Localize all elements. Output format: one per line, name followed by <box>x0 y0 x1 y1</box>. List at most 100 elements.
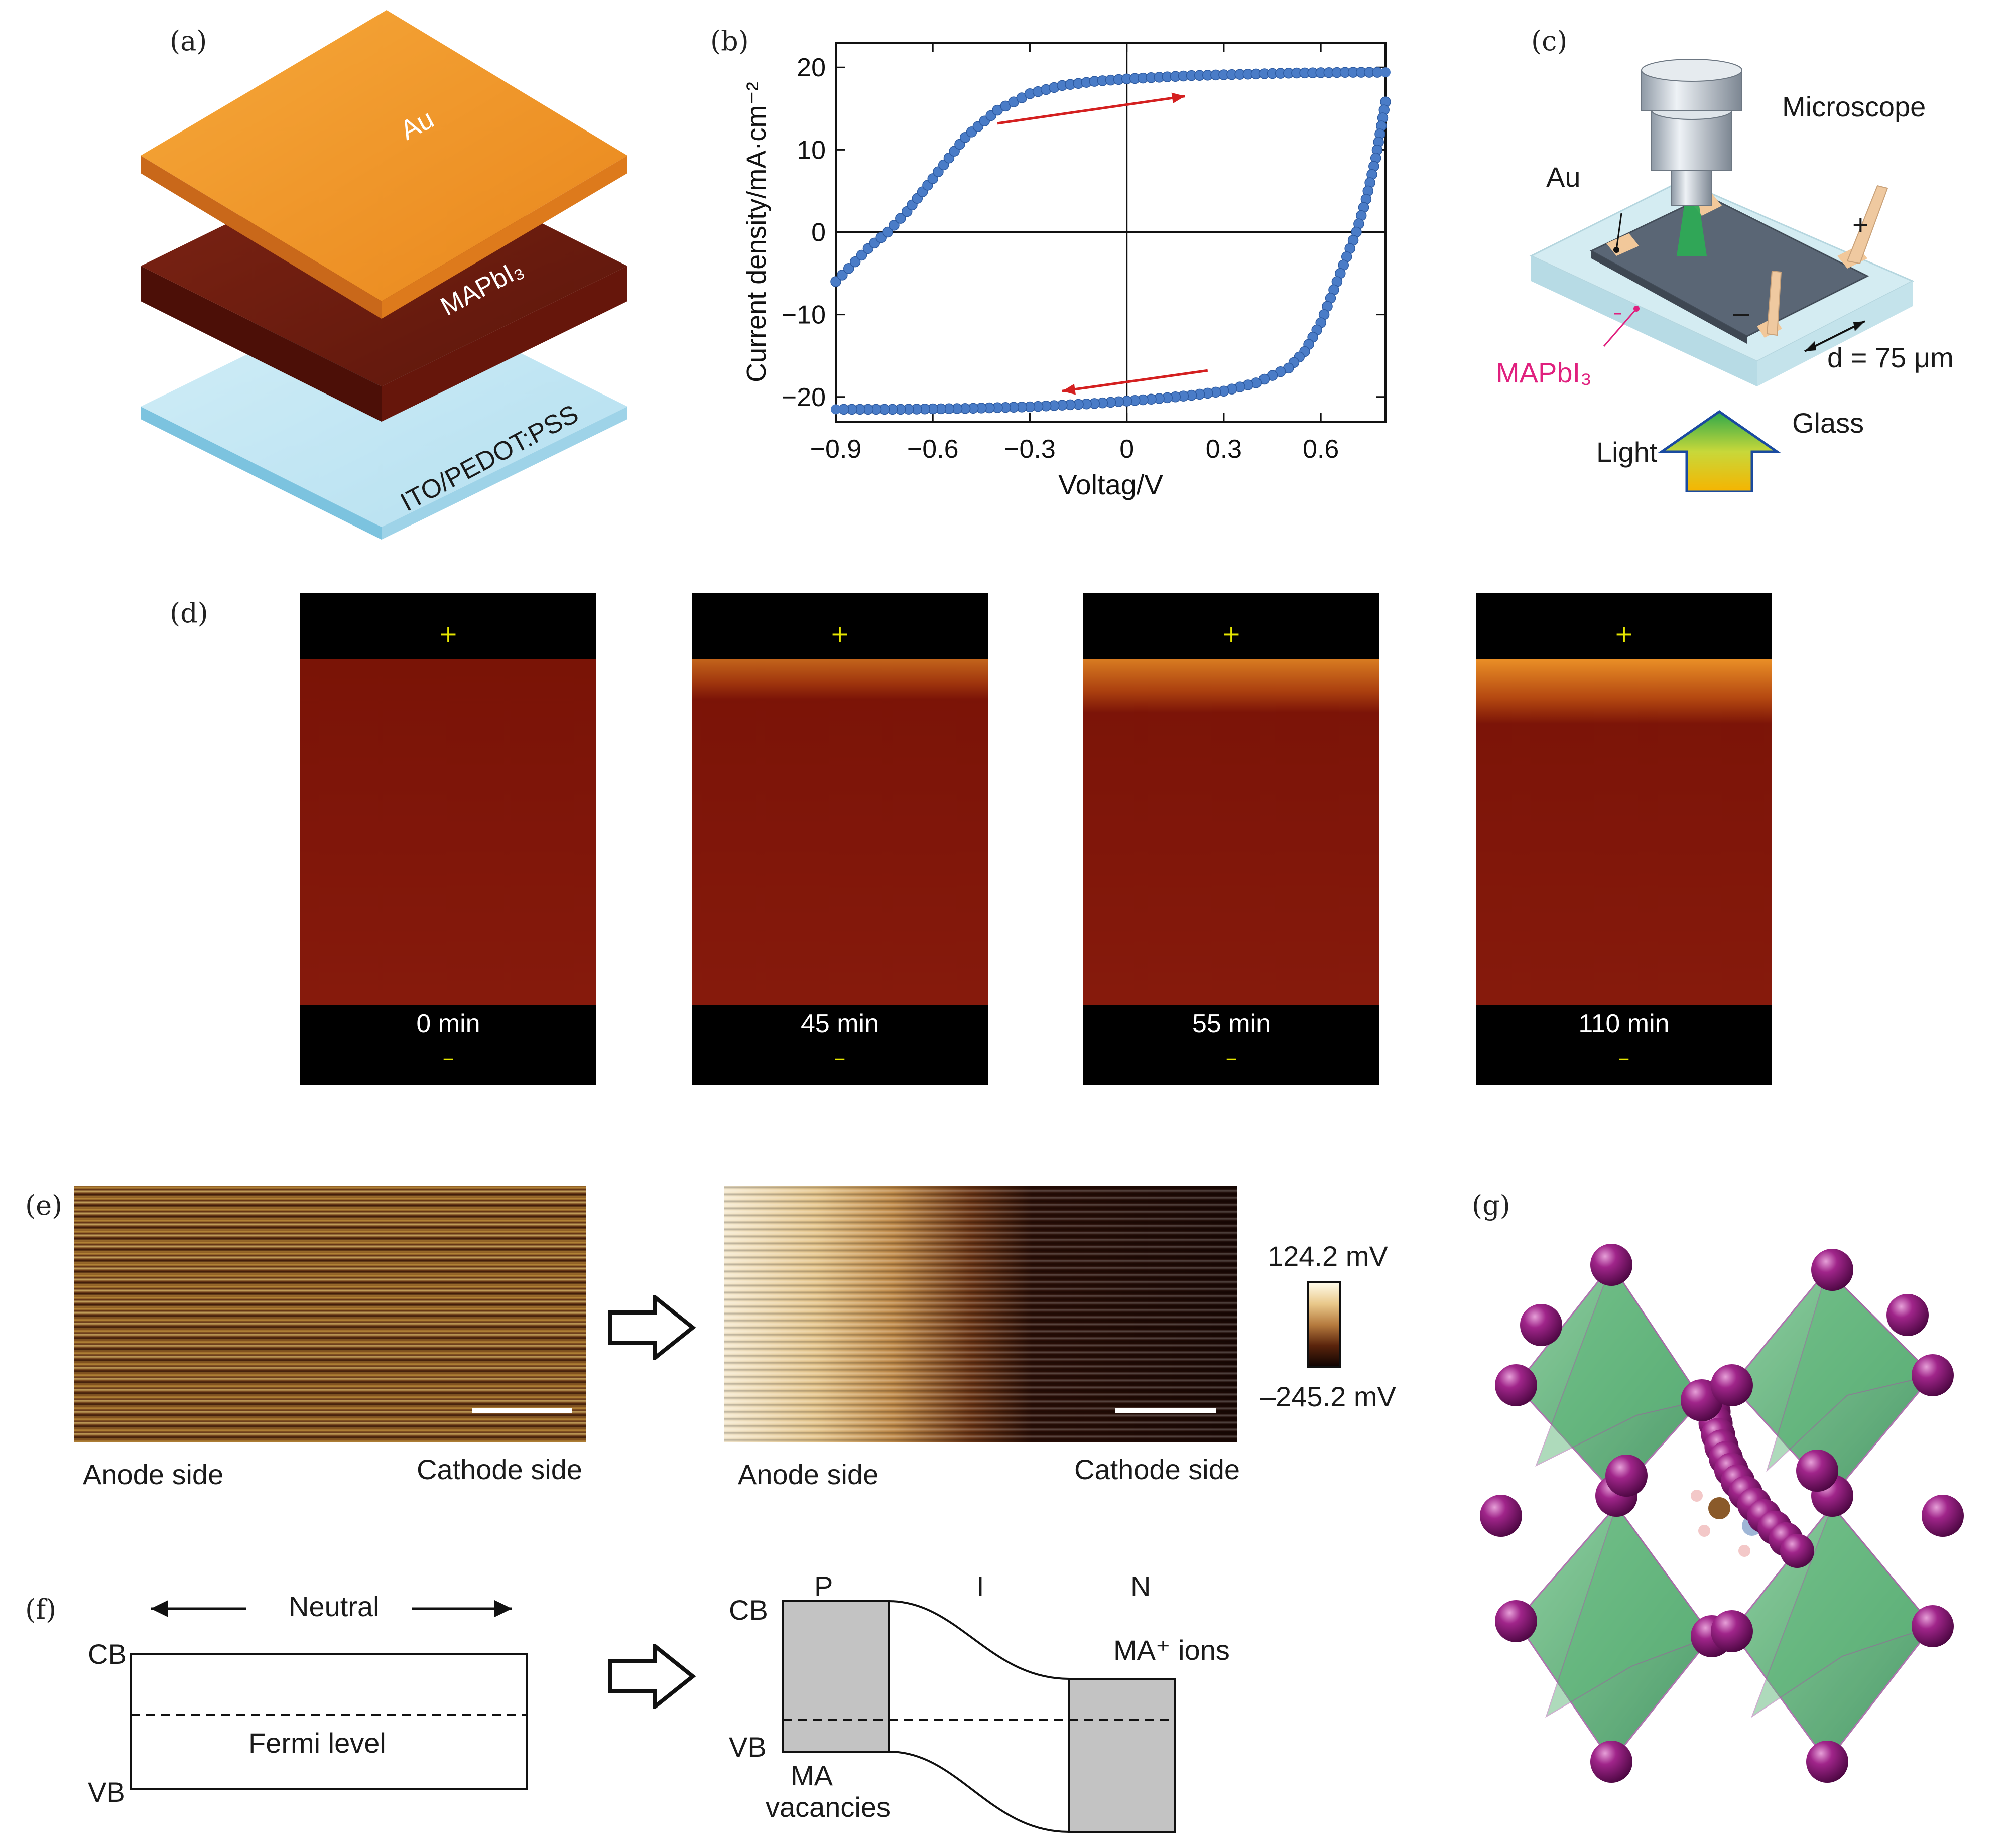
panel-b-label: (b) <box>710 25 749 57</box>
cathode-marker: – <box>442 1044 454 1071</box>
y-tick-label: 10 <box>797 136 826 165</box>
panel-c-label: (c) <box>1531 25 1568 57</box>
elapsed-time-label: 0 min <box>416 1009 480 1038</box>
scale-bar-before <box>472 1408 572 1413</box>
anode-marker: + <box>1614 620 1634 647</box>
data-point <box>1380 67 1391 78</box>
panel-f-label: (f) <box>25 1594 57 1625</box>
pl-frame: +55 min – <box>1083 593 1379 1085</box>
jv-chart: −0.9 −0.6 −0.3 0 0.3 0.6 −20 −10 0 10 20 Voltag/V Cu… <box>741 42 1391 500</box>
ma-ions-label: MA⁺ ions <box>1113 1634 1230 1666</box>
minus-probe-label: – <box>1733 297 1749 328</box>
x-tick-label: −0.6 <box>907 435 959 464</box>
anode-label-after: Anode side <box>738 1459 879 1490</box>
iodide-sphere <box>1711 1610 1753 1652</box>
iodide-sphere <box>1495 1364 1537 1406</box>
y-axis-label: Current density/mA·cm⁻² <box>741 82 772 382</box>
iodide-sphere <box>1520 1304 1562 1346</box>
iodide-sphere <box>1886 1294 1929 1336</box>
vb-label-pin: VB <box>729 1731 767 1763</box>
neutral-label: Neutral <box>289 1591 380 1622</box>
y-tick-label: 20 <box>797 53 826 82</box>
scale-bar-after <box>1115 1408 1216 1413</box>
panel-a-label: (a) <box>170 25 207 57</box>
iodide-sphere <box>1796 1450 1838 1492</box>
kpfm-map-before <box>74 1186 586 1442</box>
iodide-atoms <box>1480 1244 1964 1783</box>
band-diagram-pin <box>782 1600 1176 1833</box>
transition-arrow-e <box>608 1295 696 1360</box>
cathode-marker: – <box>834 1044 846 1071</box>
elapsed-time-label: 45 min <box>800 1009 879 1038</box>
pl-frame: +45 min – <box>692 593 988 1085</box>
colorbar-min-label: –245.2 mV <box>1260 1381 1396 1412</box>
light-label: Light <box>1596 436 1658 468</box>
colorbar-max-label: 124.2 mV <box>1268 1240 1388 1272</box>
iodide-sphere <box>1590 1244 1632 1286</box>
kpfm-map-after <box>724 1186 1237 1442</box>
anode-marker: + <box>830 620 850 647</box>
y-tick-label: −20 <box>782 383 826 412</box>
fermi-label: Fermi level <box>248 1727 386 1759</box>
data-point <box>889 220 900 231</box>
reverse-sweep-arrow <box>1062 369 1208 392</box>
data-point <box>843 262 854 274</box>
reverse-sweep-arrow-head <box>1062 383 1076 395</box>
iodide-sphere <box>1590 1741 1632 1783</box>
perovskite-channel <box>1083 659 1379 1005</box>
y-tick-label: 0 <box>811 218 826 247</box>
au-layer <box>141 10 627 319</box>
x-tick-label: 0 <box>1119 435 1134 464</box>
elapsed-time-label: 110 min <box>1578 1009 1670 1038</box>
x-axis-label: Voltag/V <box>1058 469 1163 500</box>
data-point <box>831 404 841 415</box>
panel-d-label: (d) <box>170 597 208 629</box>
forward-sweep-arrow-head <box>1171 92 1185 104</box>
vb-label-neutral: VB <box>88 1776 125 1808</box>
data-point <box>849 256 861 268</box>
iodide-sphere <box>1811 1249 1853 1291</box>
y-tick-label: −10 <box>782 301 826 330</box>
accumulation-band <box>1083 659 1379 713</box>
data-point <box>856 249 867 261</box>
forward-sweep-arrow <box>997 95 1186 125</box>
layer-stack-diagram: Au MAPbI₃ ITO/PEDOT:PSS <box>141 10 627 540</box>
au-electrode-label: Au <box>1546 161 1581 193</box>
anode-marker: + <box>1221 620 1241 647</box>
iodide-sphere <box>1912 1354 1954 1396</box>
perovskite-channel <box>300 659 596 1005</box>
cathode-marker: – <box>1618 1044 1630 1071</box>
iodide-sphere <box>1480 1495 1522 1537</box>
elapsed-time-label: 55 min <box>1192 1009 1271 1038</box>
glass-label: Glass <box>1792 407 1864 439</box>
x-tick-label: −0.3 <box>1004 435 1056 464</box>
accumulation-band <box>692 659 988 699</box>
iodide-sphere <box>1912 1605 1954 1647</box>
ma-vacancies-label-2: vacancies <box>766 1791 891 1823</box>
mapbi3-label: MAPbI₃ <box>1496 357 1592 388</box>
perovskite-structure <box>1480 1244 1964 1783</box>
colorbar <box>1307 1281 1341 1368</box>
pl-frame: +0 min – <box>300 593 596 1085</box>
panel-g-label: (g) <box>1472 1190 1510 1221</box>
migration-step <box>1780 1534 1814 1568</box>
cb-label-pin: CB <box>729 1594 768 1626</box>
iodide-sphere <box>1922 1495 1964 1537</box>
i-region-label: I <box>976 1570 984 1602</box>
accumulation-band <box>1476 659 1772 724</box>
data-point <box>882 226 893 238</box>
data-point <box>895 213 906 224</box>
cathode-label-after: Cathode side <box>1074 1454 1240 1485</box>
anode-label-before: Anode side <box>83 1459 224 1490</box>
setup-diagram <box>1529 59 1915 492</box>
kpfm-stripes <box>724 1186 1237 1442</box>
x-tick-label: 0.6 <box>1303 435 1339 464</box>
transition-arrow-f <box>608 1644 696 1709</box>
iodide-sphere <box>1806 1741 1848 1783</box>
anode-marker: + <box>438 620 458 647</box>
panel-e-label: (e) <box>25 1190 63 1221</box>
microscope-label: Microscope <box>1782 91 1926 122</box>
band-diagram-neutral <box>130 1600 528 1790</box>
p-region-label: P <box>814 1570 833 1602</box>
plus-probe-label: + <box>1852 209 1869 240</box>
